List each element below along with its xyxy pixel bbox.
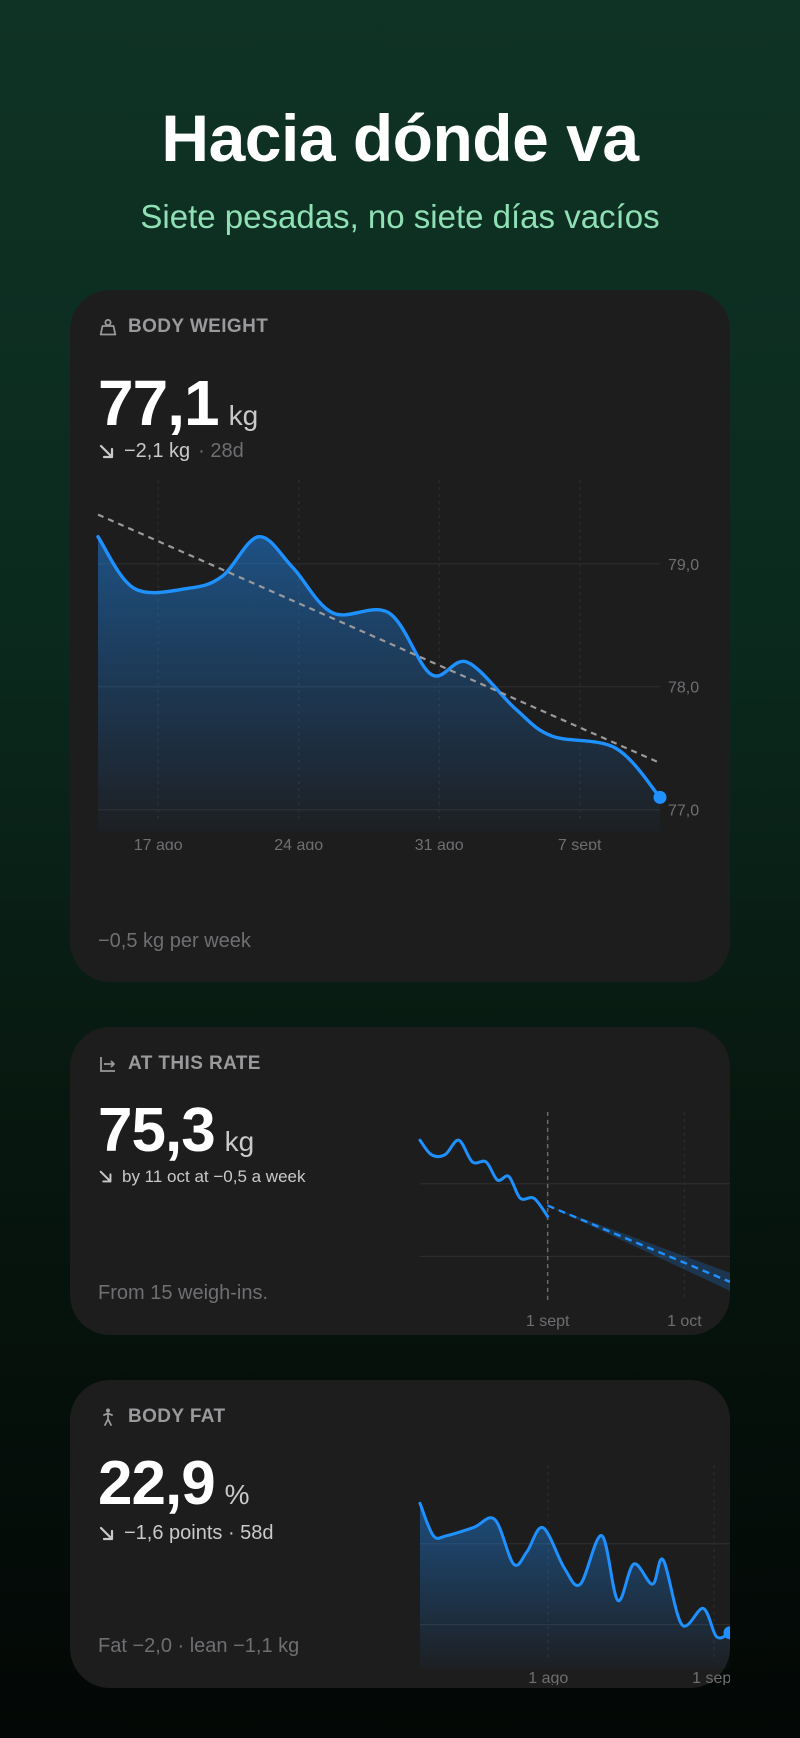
- person-figure-icon: [103, 1408, 113, 1426]
- series-line: [418, 1138, 550, 1218]
- latest-point: [653, 790, 667, 804]
- body-weight-chart: 79,0 78,0 77,0 17 ago 24 ago 31 ago 7 sept: [96, 480, 699, 850]
- body-weight-delta: −2,1 kg · 28d: [98, 440, 244, 463]
- hero-subtitle: Siete pesadas, no siete días vacíos: [140, 198, 660, 235]
- body-fat-title: BODY FAT: [128, 1406, 226, 1427]
- x-tick-label-0: 17 ago: [134, 837, 183, 850]
- series-area: [98, 536, 660, 832]
- body-weight-unit: kg: [228, 400, 259, 431]
- series-line: [96, 535, 662, 800]
- latest-point: [723, 1626, 730, 1640]
- x-tick-label-0: 1 sept: [526, 1313, 570, 1330]
- scale-weight-icon: [99, 319, 117, 336]
- trend-line: [97, 513, 661, 764]
- x-tick-label-2: 31 ago: [415, 837, 464, 850]
- arrow-down-right-icon: [99, 1526, 114, 1540]
- body-fat-card-title: BODY FAT: [98, 1406, 226, 1428]
- x-tick-label-0: 1 ago: [528, 1670, 568, 1685]
- body-fat-value: 22,9%: [98, 1449, 250, 1518]
- x-tick-label-1: 1 sept: [692, 1670, 730, 1685]
- at-this-rate-value: 75,3 kg: [98, 1096, 255, 1165]
- body-weight-card-title: BODY WEIGHT: [98, 316, 268, 338]
- body-weight-title: BODY WEIGHT: [128, 316, 269, 337]
- trend-arrow-icon: [100, 1057, 115, 1072]
- body-fat-footer: Fat −2,0 · lean −1,1 kg: [98, 1635, 300, 1657]
- x-tick-label-3: 7 sept: [558, 837, 602, 850]
- body-weight-card[interactable]: BODY WEIGHT 77,1 kg −2,1 kg · 28d 79,0 78,0…: [70, 290, 730, 982]
- arrow-down-right-icon: [99, 444, 114, 458]
- body-fat-delta: −1,6 points · 58d: [98, 1522, 274, 1545]
- at-this-rate-unit: kg: [224, 1126, 255, 1157]
- at-this-rate-delta: by 11 oct at −0,5 a week: [98, 1167, 306, 1187]
- at-this-rate-title: AT THIS RATE: [128, 1053, 261, 1074]
- x-tick-label-1: 1 oct: [667, 1313, 702, 1330]
- projection-line: [547, 1204, 730, 1283]
- y-tick-label-1: 78,0: [668, 680, 699, 697]
- hero-title: Hacia dónde va: [161, 101, 639, 175]
- y-tick-label-2: 77,0: [668, 803, 699, 820]
- at-this-rate-card-title: AT THIS RATE: [98, 1053, 261, 1075]
- body-weight-value: 77,1 kg: [98, 367, 259, 439]
- body-fat-unit: %: [224, 1479, 250, 1510]
- arrow-down-right-icon: [99, 1170, 112, 1183]
- at-this-rate-card[interactable]: AT THIS RATE 75,3 kg by 11 oct at −0,5 a …: [70, 1027, 730, 1335]
- y-tick-label-0: 79,0: [668, 557, 699, 574]
- series-line: [418, 1501, 730, 1640]
- x-tick-label-1: 24 ago: [274, 837, 323, 850]
- projection-band: [547, 1205, 730, 1291]
- at-this-rate-footer: From 15 weigh-ins.: [98, 1282, 269, 1304]
- body-fat-card[interactable]: BODY FAT 22,9% −1,6 points · 58d 24,023,…: [70, 1380, 730, 1688]
- body-weight-footer: −0,5 kg per week: [98, 930, 251, 952]
